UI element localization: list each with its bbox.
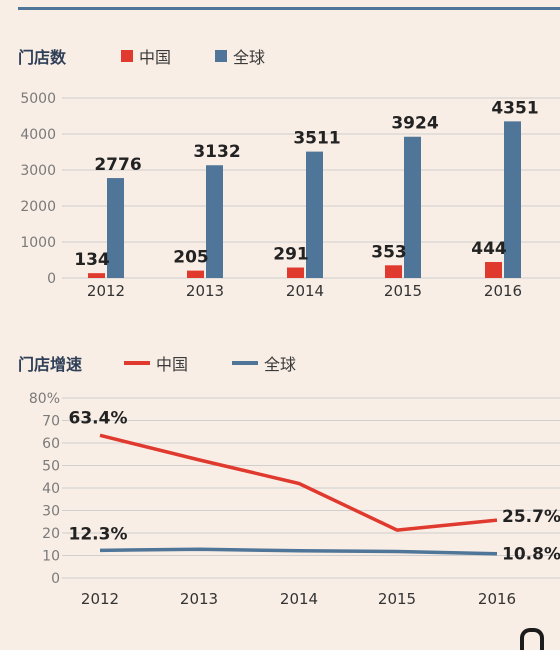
line-ytick-label: 30 — [42, 504, 60, 520]
legend-line-china — [124, 361, 150, 365]
line-ytick-label: 70 — [42, 414, 60, 430]
line-xtick-label: 2015 — [378, 590, 416, 608]
bar-xtick-label: 2012 — [87, 282, 125, 300]
line-chart-title: 门店增速 — [18, 355, 83, 374]
line-ytick-label: 60 — [42, 436, 60, 452]
line-ytick-label: 0 — [51, 571, 60, 587]
bar-chart: 0 1000 2000 3000 4000 5000 134 2776 2012 205 3132 2… — [20, 91, 560, 300]
bar-ytick-label: 1000 — [20, 235, 56, 251]
bar-xtick-label: 2014 — [286, 282, 324, 300]
bar-global — [504, 121, 521, 278]
bar-china — [88, 273, 105, 278]
legend-item-global-line: 全球 — [232, 351, 296, 375]
line-xtick-label: 2016 — [478, 590, 516, 608]
line-xtick-label: 2014 — [280, 590, 318, 608]
legend-swatch-global — [215, 50, 228, 62]
legend-label-global-line: 全球 — [264, 355, 297, 374]
line-label-global-2016: 10.8% — [502, 545, 560, 565]
line-ytick-label: 80% — [29, 391, 60, 407]
bar-data-label-china: 134 — [74, 250, 110, 270]
bar-china — [485, 262, 502, 278]
line-ytick-label: 10 — [42, 549, 60, 565]
bar-data-label-china: 444 — [471, 239, 507, 259]
bar-chart-title: 门店数 — [18, 48, 67, 67]
bar-chart-legend: 中国 全球 — [121, 44, 309, 68]
bar-data-label-china: 205 — [173, 248, 209, 268]
bar-xtick-label: 2016 — [484, 282, 522, 300]
legend-line-global — [232, 361, 259, 365]
bar-global — [306, 151, 323, 278]
legend-item-global: 全球 — [215, 44, 265, 68]
line-xtick-label: 2013 — [180, 590, 218, 608]
bar-data-label-global: 3132 — [193, 142, 240, 162]
bar-data-label-china: 291 — [273, 245, 309, 265]
bar-global — [404, 136, 421, 278]
legend-item-china-line: 中国 — [124, 351, 188, 375]
bar-global — [206, 165, 223, 278]
line-label-china-2012: 63.4% — [69, 408, 128, 428]
legend-swatch-china — [121, 50, 133, 62]
line-label-china-2016: 25.7% — [502, 507, 560, 527]
corner-partial-glyph-icon — [520, 628, 544, 650]
bar-xtick-label: 2015 — [384, 282, 422, 300]
bar-china — [287, 267, 304, 278]
legend-label-china-line: 中国 — [156, 355, 189, 374]
line-series-china — [99, 433, 498, 532]
line-chart-legend: 中国 全球 — [124, 351, 340, 375]
bar-data-label-global: 3924 — [391, 114, 438, 134]
line-series-global — [99, 547, 498, 556]
bar-ytick-label: 2000 — [20, 199, 56, 215]
bar-ytick-label: 4000 — [20, 127, 56, 143]
legend-label-global: 全球 — [233, 48, 266, 67]
bar-ytick-label: 5000 — [20, 91, 56, 107]
line-xtick-label: 2012 — [81, 590, 119, 608]
bar-china — [385, 265, 402, 278]
top-divider — [18, 7, 560, 10]
legend-item-china: 中国 — [121, 44, 171, 68]
bar-data-label-global: 3511 — [293, 129, 340, 149]
bar-global — [107, 178, 124, 278]
line-ytick-label: 50 — [42, 459, 60, 475]
bar-data-label-global: 4351 — [491, 98, 538, 118]
bar-xtick-label: 2013 — [186, 282, 224, 300]
bar-china — [187, 270, 204, 278]
line-ytick-label: 40 — [42, 481, 60, 497]
bar-ytick-label: 3000 — [20, 163, 56, 179]
line-ytick-label: 20 — [42, 526, 60, 542]
bar-ytick-label: 0 — [47, 271, 56, 287]
line-label-global-2012: 12.3% — [69, 524, 128, 544]
bar-data-label-china: 353 — [371, 242, 407, 262]
bar-data-label-global: 2776 — [94, 155, 141, 175]
legend-label-china: 中国 — [139, 48, 172, 67]
